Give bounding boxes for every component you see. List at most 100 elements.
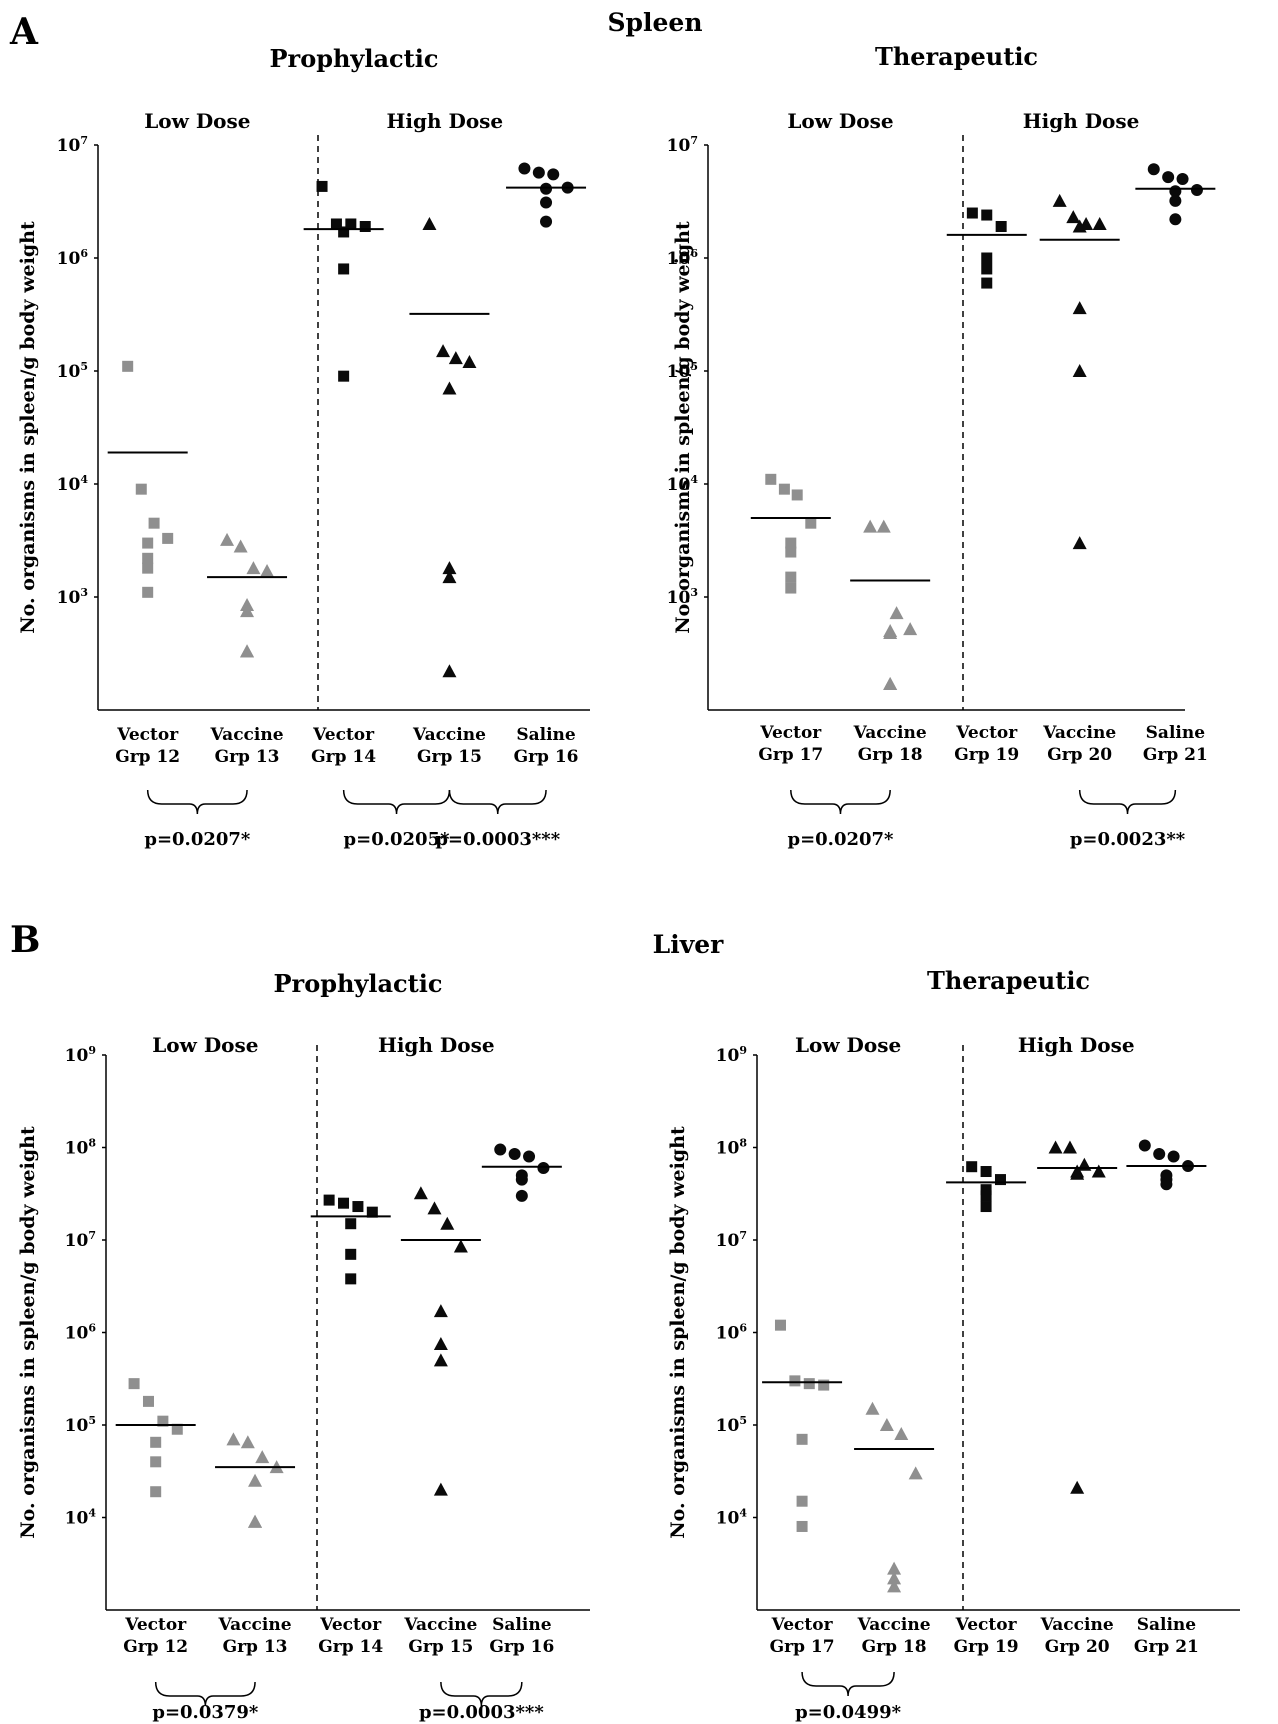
chart-2-point	[876, 519, 891, 533]
chart-1-point	[359, 221, 371, 233]
chart-3-point	[523, 1150, 536, 1163]
chart-3-tick-label: 108	[65, 1137, 97, 1159]
chart-1-comparison-brace	[448, 789, 547, 815]
chart-1-point	[436, 344, 451, 358]
chart-1-point	[338, 226, 350, 238]
chart-4-title: Therapeutic	[927, 966, 1090, 995]
chart-2-point	[903, 622, 918, 636]
chart-1-group-label: Vector	[116, 725, 179, 745]
chart-3-point	[157, 1415, 169, 1427]
chart-2-tick-label: 103	[667, 586, 698, 608]
chart-2-point	[778, 483, 790, 495]
chart-4-group-label: Grp 19	[954, 1637, 1019, 1657]
chart-3-point	[248, 1514, 263, 1528]
chart-1-comparison-brace	[146, 789, 248, 815]
chart-3-point	[433, 1304, 448, 1318]
chart-3: Prophylactic Low Dose High Dose No. organis…	[17, 969, 590, 1723]
chart-4-point	[865, 1401, 880, 1415]
chart-3-tick-label: 106	[65, 1322, 97, 1344]
chart-2-comparison-brace	[790, 789, 891, 815]
chart-3-title: Prophylactic	[274, 969, 443, 998]
chart-1-p-value: p=0.0207*	[144, 829, 251, 850]
chart-2-group-label: Grp 19	[954, 745, 1019, 765]
chart-3-point	[150, 1456, 162, 1468]
chart-2-point	[1072, 219, 1087, 233]
chart-2-point	[981, 209, 993, 221]
chart-3-point	[440, 1216, 455, 1230]
chart-1-comparison-brace	[342, 789, 451, 815]
chart-1-point	[540, 182, 553, 195]
chart-1-group-label: Grp 15	[417, 747, 482, 767]
chart-3-group-label: Vector	[319, 1615, 382, 1635]
chart-3-tick-label: 104	[65, 1507, 97, 1529]
chart-4-point	[980, 1166, 992, 1178]
chart-2-point	[883, 676, 898, 690]
chart-3-point	[427, 1201, 442, 1215]
chart-4-group-label: Grp 20	[1045, 1637, 1110, 1657]
chart-4-point	[879, 1418, 894, 1431]
chart-4-group-label: Grp 18	[862, 1637, 927, 1657]
chart-3-point	[345, 1248, 357, 1260]
chart-4-group-label: Vector	[955, 1615, 1018, 1635]
chart-1-tick-label: 105	[57, 360, 88, 382]
chart-2-point	[1066, 210, 1081, 224]
chart-1-point	[220, 532, 235, 546]
chart-4-point	[994, 1174, 1006, 1186]
chart-1-tick-label: 103	[57, 586, 88, 608]
chart-4-point	[1153, 1148, 1166, 1161]
chart-1-group-label: Saline	[516, 725, 576, 745]
chart-3-point	[515, 1173, 528, 1186]
chart-3-point	[433, 1337, 448, 1351]
chart-4-point	[1091, 1164, 1106, 1178]
chart-2-point	[785, 582, 797, 594]
chart-4-group-label: Vector	[771, 1615, 834, 1635]
chart-1-point	[142, 562, 154, 574]
chart-2-point	[863, 519, 878, 533]
chart-4-tick-label: 106	[716, 1322, 748, 1344]
chart-3-point	[345, 1218, 357, 1230]
chart-4-comparison-brace	[801, 1671, 895, 1697]
chart-3-tick-label: 107	[65, 1229, 96, 1251]
chart-3-point	[433, 1482, 448, 1496]
chart-4-group-label: Vaccine	[1040, 1615, 1114, 1635]
chart-2-point	[765, 473, 777, 485]
chart-2-group-label: Vaccine	[853, 723, 927, 743]
chart-4-tick-label: 107	[716, 1229, 747, 1251]
chart-3-point	[142, 1395, 154, 1407]
chart-3-group-label: Vector	[124, 1615, 187, 1635]
chart-2-point	[1072, 301, 1087, 315]
chart-3-point	[248, 1473, 263, 1487]
chart-2-point	[883, 626, 898, 640]
chart-3-point	[366, 1206, 378, 1218]
chart-1-point	[345, 218, 357, 230]
chart-4-point	[774, 1319, 786, 1331]
chart-3-point	[150, 1436, 162, 1448]
chart-1-point	[148, 517, 160, 529]
chart-1-point	[338, 370, 350, 382]
chart-2-title: Therapeutic	[875, 42, 1038, 71]
chart-3-point	[515, 1189, 528, 1202]
chart-4-point	[1070, 1480, 1085, 1494]
chart-2-tick-label: 104	[667, 473, 699, 495]
chart-4-point	[1167, 1150, 1180, 1163]
chart-2-point	[1072, 536, 1087, 550]
chart-3-point	[433, 1353, 448, 1367]
chart-2-group-label: Vector	[759, 723, 822, 743]
chart-4-dose-label-high: High Dose	[1018, 1033, 1135, 1057]
chart-1-dose-label-low: Low Dose	[144, 109, 250, 133]
chart-4-point	[796, 1495, 808, 1507]
chart-4-p-value: p=0.0499*	[795, 1702, 902, 1723]
panel-title-spleen: Spleen	[607, 8, 702, 37]
chart-1-group-label: Vaccine	[412, 725, 486, 745]
chart-3-p-value: p=0.0379*	[152, 1702, 259, 1723]
chart-4-point	[980, 1184, 992, 1196]
chart-2-point	[1147, 163, 1160, 176]
chart-1-point	[442, 381, 457, 395]
chart-1-point	[442, 664, 457, 678]
chart-1-p-value: p=0.0205*	[344, 829, 451, 850]
chart-2-point	[981, 252, 993, 264]
chart-4-point	[1048, 1140, 1063, 1154]
chart-4-tick-label: 105	[716, 1414, 747, 1436]
chart-1-point	[122, 360, 134, 372]
